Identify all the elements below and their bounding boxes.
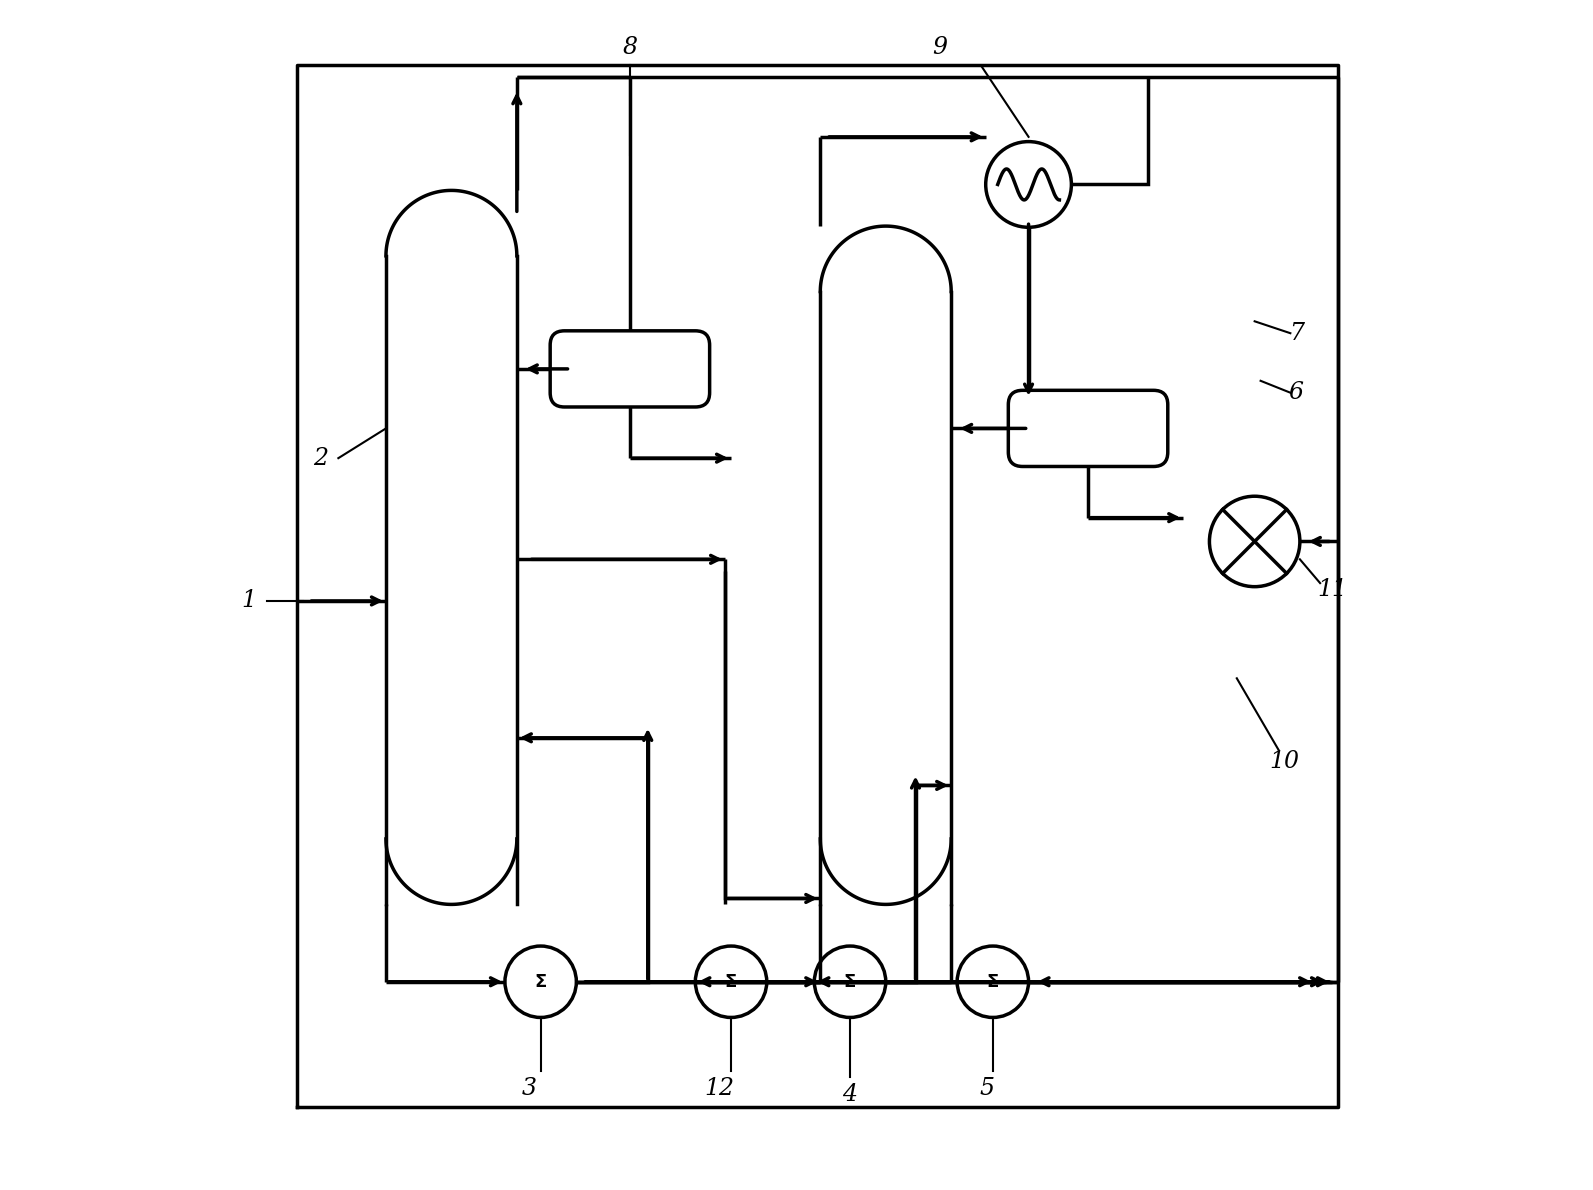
Text: 3: 3 (521, 1077, 537, 1101)
Text: 11: 11 (1317, 577, 1348, 601)
Text: 5: 5 (980, 1077, 994, 1101)
Text: 4: 4 (843, 1083, 857, 1107)
Text: Σ: Σ (535, 972, 546, 991)
Text: 2: 2 (312, 446, 328, 470)
Text: 10: 10 (1270, 750, 1300, 774)
Text: 12: 12 (704, 1077, 734, 1101)
Text: 9: 9 (932, 36, 946, 60)
Text: Σ: Σ (844, 972, 857, 991)
Text: 6: 6 (1289, 381, 1303, 405)
Text: 7: 7 (1289, 321, 1303, 345)
FancyBboxPatch shape (550, 331, 709, 407)
Text: Σ: Σ (986, 972, 999, 991)
FancyBboxPatch shape (1008, 390, 1168, 466)
Text: 8: 8 (623, 36, 637, 60)
Text: Σ: Σ (725, 972, 738, 991)
Text: 1: 1 (242, 589, 256, 613)
